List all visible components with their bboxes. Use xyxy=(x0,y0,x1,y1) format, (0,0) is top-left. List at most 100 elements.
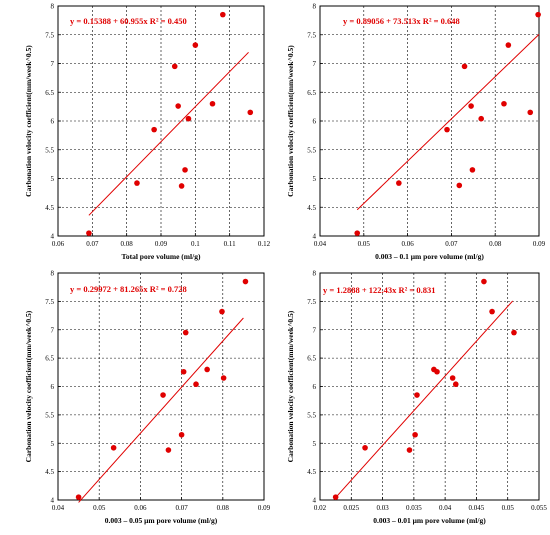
x-tick-label: 0.05 xyxy=(358,240,371,248)
data-point xyxy=(182,329,189,336)
x-tick-label: 0.02 xyxy=(314,504,327,512)
data-point xyxy=(247,109,254,116)
y-tick-label: 7.5 xyxy=(45,31,54,39)
y-tick-label: 6.5 xyxy=(307,355,316,363)
x-tick-label: 0.1 xyxy=(191,240,200,248)
x-tick-label: 0.05 xyxy=(502,504,515,512)
data-point xyxy=(178,183,185,189)
y-tick-label: 7 xyxy=(51,326,55,334)
data-point xyxy=(434,368,440,375)
y-axis-label: Carbonation velocity coefficient(mm/week… xyxy=(286,310,295,462)
x-tick-label: 0.09 xyxy=(155,240,168,248)
data-point xyxy=(171,63,178,70)
data-point xyxy=(469,167,476,173)
data-point xyxy=(505,42,512,48)
data-point xyxy=(468,103,474,109)
regression-equation: y = 0.89056 + 73.513x R² = 0.648 xyxy=(343,16,460,26)
x-tick-label: 0.045 xyxy=(469,504,485,512)
x-tick-label: 0.025 xyxy=(343,504,359,512)
data-point xyxy=(332,494,339,500)
data-point xyxy=(192,42,199,48)
data-point xyxy=(481,278,487,285)
data-point xyxy=(209,100,216,107)
y-tick-label: 4.5 xyxy=(307,204,316,212)
data-point xyxy=(449,375,456,381)
data-point xyxy=(182,167,188,173)
x-tick-label: 0.04 xyxy=(314,240,327,248)
data-point xyxy=(456,182,463,189)
data-point xyxy=(501,100,507,107)
chart-panel-2: 4 4.5 5 5.5 6 6.5 7 7.5 8 0.04 0.05 0.06 0.07 0.08 0.0… xyxy=(286,3,546,262)
data-point xyxy=(204,366,210,373)
y-tick-label: 4 xyxy=(51,497,55,505)
y-tick-label: 6 xyxy=(51,383,55,391)
data-point xyxy=(219,308,225,315)
data-point xyxy=(396,180,402,186)
data-point xyxy=(185,115,192,122)
y-tick-label: 6 xyxy=(313,118,317,126)
x-tick-label: 0.08 xyxy=(489,240,502,248)
chart-panel-3: 4 4.5 5 5.5 6 6.5 7 7.5 8 0.04 0.05 0.06 0.07 0.08 0.0… xyxy=(24,270,271,526)
x-tick-label: 0.09 xyxy=(533,240,546,248)
x-axis-label: 0.003 – 0.05 μm pore volume (ml/g) xyxy=(105,516,218,525)
x-axis-label: Total pore volume (ml/g) xyxy=(122,252,201,261)
y-tick-label: 8 xyxy=(313,3,317,11)
x-tick-label: 0.07 xyxy=(445,240,458,248)
y-tick-label: 5 xyxy=(313,175,317,183)
y-tick-label: 6.5 xyxy=(45,89,54,97)
y-tick-label: 4 xyxy=(51,233,55,241)
regression-equation: y = 0.29972 + 81.265x R² = 0.728 xyxy=(70,284,187,294)
y-tick-label: 6 xyxy=(51,118,55,126)
y-tick-label: 5.5 xyxy=(45,411,54,419)
x-axis-label: 0.003 – 0.01 μm pore volume (ml/g) xyxy=(373,516,486,525)
y-axis-label: Carbonation velocity coefficient(mm/week… xyxy=(24,45,33,197)
x-tick-label: 0.07 xyxy=(86,240,99,248)
y-tick-label: 4 xyxy=(313,497,317,505)
y-tick-label: 7.5 xyxy=(307,31,316,39)
data-point xyxy=(165,447,172,453)
data-point xyxy=(412,431,418,438)
x-tick-label: 0.08 xyxy=(121,240,134,248)
x-axis-label: 0.003 – 0.1 μm pore volume (ml/g) xyxy=(375,252,484,261)
data-point xyxy=(444,126,450,133)
regression-line xyxy=(356,34,540,211)
data-point xyxy=(220,375,227,381)
y-tick-label: 5.5 xyxy=(307,146,316,154)
data-point xyxy=(134,180,140,186)
y-tick-label: 8 xyxy=(313,270,317,278)
y-tick-label: 7 xyxy=(51,60,55,68)
y-tick-label: 4.5 xyxy=(307,468,316,476)
x-tick-label: 0.04 xyxy=(52,504,65,512)
data-point xyxy=(461,63,468,70)
data-point xyxy=(535,11,541,18)
x-tick-label: 0.035 xyxy=(406,504,422,512)
y-tick-label: 5 xyxy=(51,440,55,448)
y-tick-label: 6 xyxy=(313,383,317,391)
x-tick-label: 0.05 xyxy=(93,504,106,512)
y-tick-label: 8 xyxy=(51,270,55,278)
x-tick-label: 0.12 xyxy=(258,240,271,248)
x-tick-label: 0.07 xyxy=(175,504,188,512)
x-tick-label: 0.06 xyxy=(134,504,147,512)
x-tick-label: 0.06 xyxy=(52,240,65,248)
y-tick-label: 5.5 xyxy=(307,411,316,419)
x-tick-label: 0.08 xyxy=(217,504,230,512)
x-tick-label: 0.03 xyxy=(376,504,389,512)
y-tick-label: 6.5 xyxy=(45,355,54,363)
data-point xyxy=(511,329,517,336)
y-tick-label: 7 xyxy=(313,60,317,68)
x-tick-label: 0.055 xyxy=(531,504,547,512)
regression-equation: y = 1.2888 + 122.43x R² = 0.831 xyxy=(323,285,435,295)
data-point xyxy=(110,444,117,451)
data-point xyxy=(414,392,420,398)
y-tick-label: 4.5 xyxy=(45,468,54,476)
data-point xyxy=(362,444,368,451)
plot-frame xyxy=(57,272,265,501)
data-point xyxy=(452,381,459,388)
y-tick-label: 4.5 xyxy=(45,204,54,212)
data-point xyxy=(75,494,82,500)
y-tick-label: 4 xyxy=(313,233,317,241)
data-point xyxy=(242,278,249,285)
chart-panel-1: 4 4.5 5 5.5 6 6.5 7 7.5 8 0.06 0.07 0.08 0.09 0.1 0.11… xyxy=(24,3,271,262)
